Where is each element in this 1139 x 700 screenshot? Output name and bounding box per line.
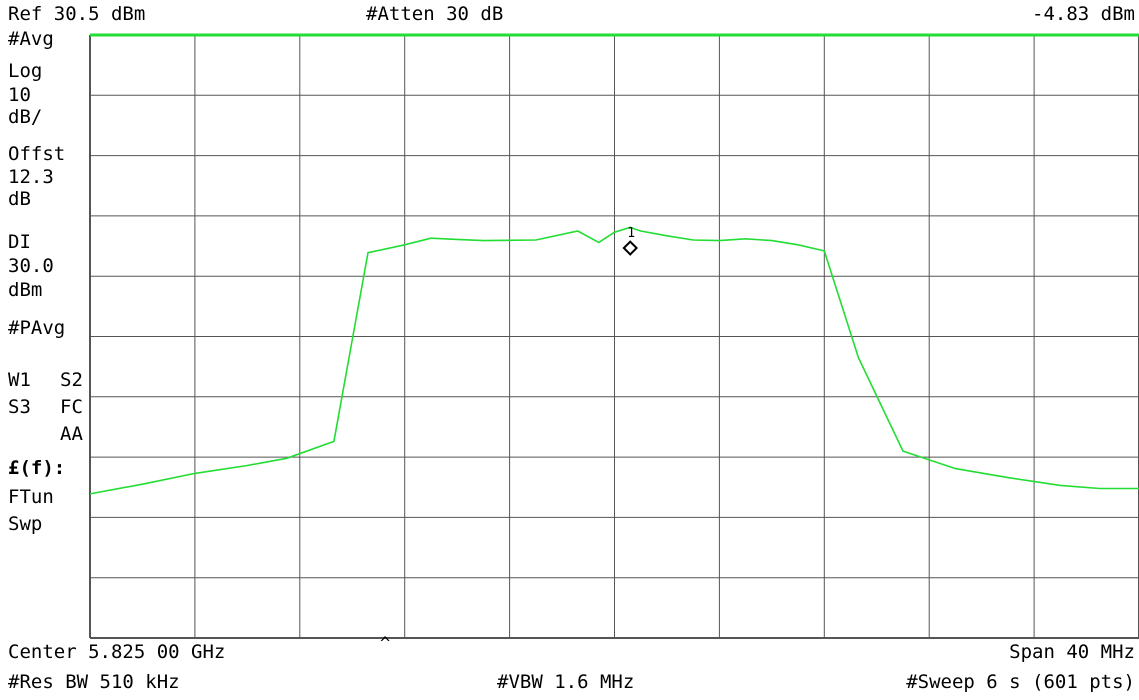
avg-label: #Avg: [8, 28, 54, 50]
s2-label: S2: [60, 369, 83, 391]
video-bandwidth: #VBW 1.6 MHz: [497, 671, 635, 693]
ftun-label: FTun: [8, 486, 54, 508]
marker-label: 1: [627, 226, 635, 241]
scale-value: 10: [8, 84, 31, 106]
display-line-label: DI: [8, 231, 31, 253]
scale-unit: dB/: [8, 106, 43, 128]
correction-label: £(f):: [8, 457, 66, 479]
display-line-value: 30.0: [8, 255, 54, 277]
graticule: [89, 34, 1139, 639]
display-line-unit: dBm: [8, 279, 43, 301]
marker-readout: -4.83 dBm: [1032, 3, 1135, 25]
scale-type: Log: [8, 60, 43, 82]
offset-label: Offst: [8, 143, 66, 165]
center-frequency: Center 5.825 00 GHz: [8, 641, 226, 663]
center-caret-icon: ^: [380, 634, 391, 654]
power-avg-label: #PAvg: [8, 317, 66, 339]
swp-label: Swp: [8, 513, 43, 535]
spectrum-trace: [89, 226, 1139, 495]
resolution-bandwidth: #Res BW 510 kHz: [8, 671, 180, 693]
s3-label: S3: [8, 396, 31, 418]
marker-diamond-icon: [622, 240, 639, 256]
attenuation: #Atten 30 dB: [366, 3, 504, 25]
sweep-time: #Sweep 6 s (601 pts): [906, 671, 1135, 693]
reference-level: Ref 30.5 dBm: [8, 3, 146, 25]
marker-1[interactable]: 1: [622, 226, 639, 256]
w1-label: W1: [8, 369, 31, 391]
fc-label: FC: [60, 396, 83, 418]
aa-label: AA: [60, 423, 83, 445]
offset-unit: dB: [8, 188, 31, 210]
span: Span 40 MHz: [1009, 641, 1135, 663]
offset-value: 12.3: [8, 166, 54, 188]
